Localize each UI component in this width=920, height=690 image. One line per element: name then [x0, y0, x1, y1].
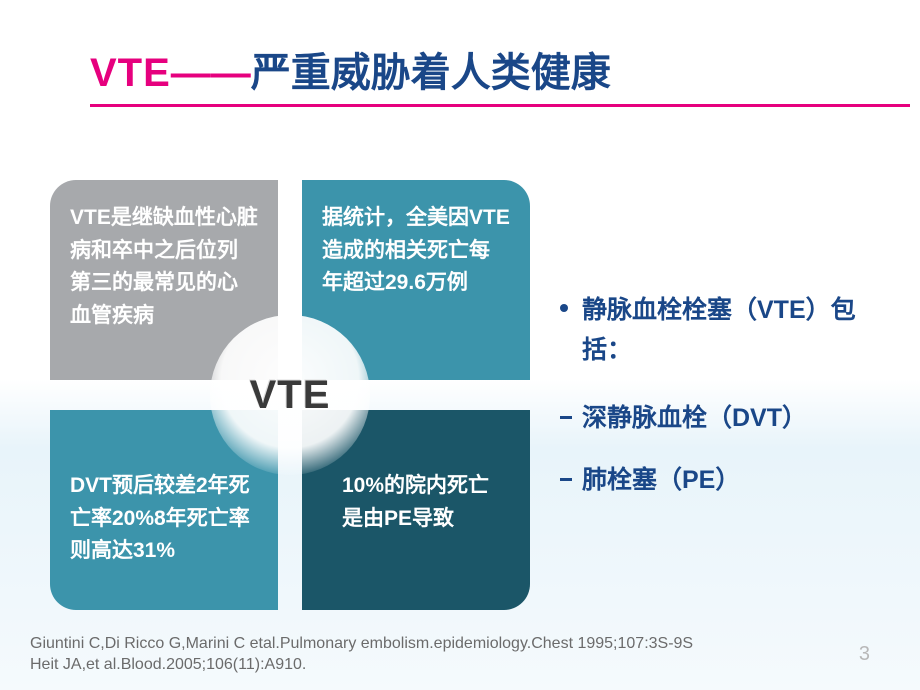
- center-circle: VTE: [210, 315, 370, 475]
- bullet-sub-2-text: 肺栓塞（PE）: [582, 466, 740, 494]
- title-dash: ——: [171, 51, 251, 95]
- bullet-list: 静脉血栓栓塞（VTE）包括： 深静脉血栓（DVT） 肺栓塞（PE）: [560, 290, 900, 522]
- quad-bottom-right-text: 10%的院内死亡是由PE导致: [342, 474, 489, 530]
- slide-title: VTE——严重威胁着人类健康: [0, 0, 920, 98]
- page-number: 3: [859, 643, 870, 666]
- bullet-main-text: 静脉血栓栓塞（VTE）包括：: [582, 296, 856, 364]
- citation-line-1: Giuntini C,Di Ricco G,Marini C etal.Pulm…: [30, 633, 830, 655]
- bullet-sub-2: 肺栓塞（PE）: [560, 460, 900, 500]
- bullet-dot-icon: [560, 304, 568, 312]
- vte-quad-diagram: VTE是继缺血性心脏病和卒中之后位列第三的最常见的心血管疾病 据统计，全美因VT…: [50, 180, 530, 610]
- bullet-sub-1-text: 深静脉血栓（DVT）: [582, 404, 807, 432]
- center-label: VTE: [250, 373, 331, 418]
- bullet-main: 静脉血栓栓塞（VTE）包括：: [560, 290, 900, 370]
- title-vte: VTE: [90, 51, 171, 95]
- bullet-dash-icon: [560, 416, 572, 419]
- citation-block: Giuntini C,Di Ricco G,Marini C etal.Pulm…: [30, 633, 830, 676]
- citation-line-2: Heit JA,et al.Blood.2005;106(11):A910.: [30, 654, 830, 676]
- title-underline: [90, 104, 910, 107]
- bullet-dash-icon: [560, 478, 572, 481]
- title-rest: 严重威胁着人类健康: [251, 51, 611, 95]
- bullet-sub-1: 深静脉血栓（DVT）: [560, 398, 900, 438]
- quad-top-right-text: 据统计，全美因VTE造成的相关死亡每年超过29.6万例: [322, 206, 510, 294]
- quad-bottom-left-text: DVT预后较差2年死亡率20%8年死亡率则高达31%: [70, 474, 250, 562]
- quad-top-left-text: VTE是继缺血性心脏病和卒中之后位列第三的最常见的心血管疾病: [70, 206, 258, 327]
